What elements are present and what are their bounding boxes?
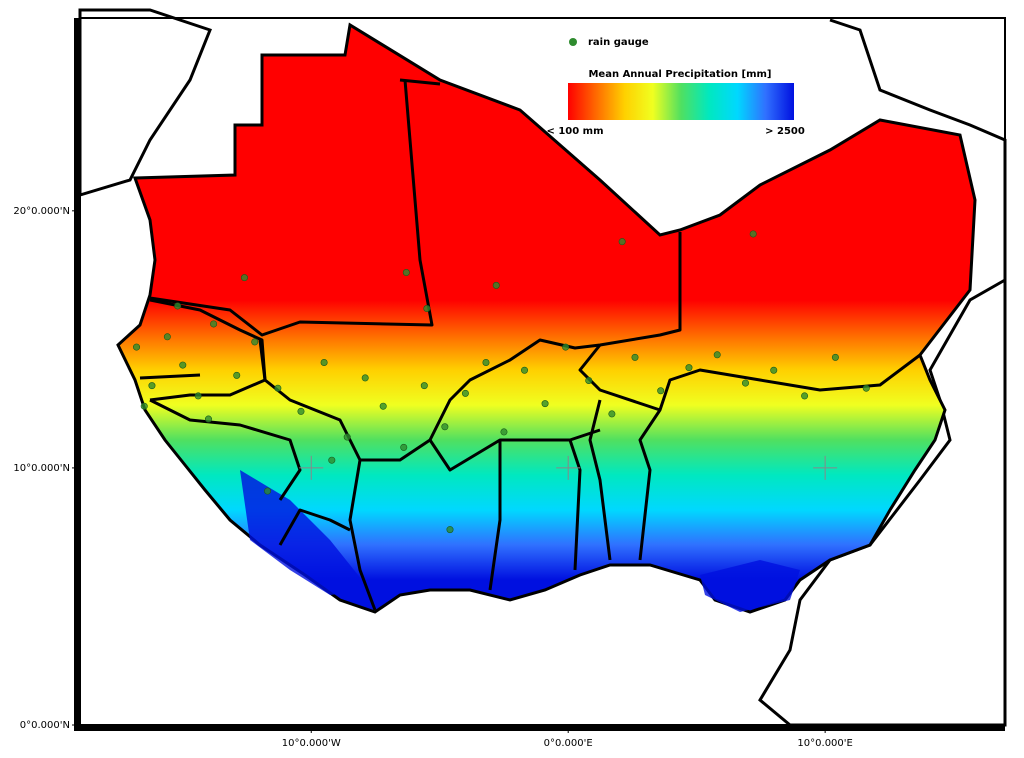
country-border xyxy=(149,79,434,337)
rain-gauge xyxy=(204,415,212,423)
rain-gauge xyxy=(608,410,616,418)
rain-gauge xyxy=(379,402,387,410)
graticule-cross xyxy=(556,455,581,480)
rain-gauge xyxy=(297,407,305,415)
rain-gauge xyxy=(446,526,454,534)
rain-gauge xyxy=(631,353,639,361)
rain-gauge xyxy=(420,382,428,390)
rain-gauge xyxy=(618,238,626,246)
y-tick-label: 0°0.000'N xyxy=(20,720,70,731)
rain-gauge xyxy=(801,392,809,400)
rain-gauge xyxy=(343,433,351,441)
frame-bar xyxy=(74,725,1005,731)
rain-gauge xyxy=(233,371,241,379)
graticule-cross xyxy=(813,455,838,480)
rain-gauge xyxy=(521,366,529,374)
rain-gauge xyxy=(461,389,469,397)
rain-gauge xyxy=(423,305,431,313)
rain-gauge xyxy=(328,456,336,464)
y-tick-label: 20°0.000'N xyxy=(13,206,70,217)
rain-gauge xyxy=(657,387,665,395)
rain-gauge xyxy=(749,230,757,238)
country-border xyxy=(278,344,921,611)
rain-gauge xyxy=(210,320,218,328)
rain-gauge xyxy=(770,366,778,374)
rain-gauge xyxy=(482,359,490,367)
rain-gauge xyxy=(148,382,156,390)
rain-gauge xyxy=(194,392,202,400)
legend-label: rain gauge xyxy=(588,37,649,48)
rain-gauge xyxy=(320,359,328,367)
rain-gauge xyxy=(541,400,549,408)
rain-gauge xyxy=(500,428,508,436)
x-tick-label: 0°0.000'E xyxy=(544,738,593,749)
colorbar-max-label: > 2500 xyxy=(765,126,805,137)
rain-gauge xyxy=(133,343,141,351)
wet-zone xyxy=(240,470,800,612)
rain-gauge xyxy=(441,423,449,431)
x-tick-label: 10°0.000'E xyxy=(797,738,852,749)
colorbar xyxy=(568,83,794,120)
frame-bar xyxy=(74,18,80,725)
rain-gauge xyxy=(400,443,408,451)
rain-gauge xyxy=(402,269,410,277)
rain-gauge xyxy=(862,384,870,392)
rain-gauge xyxy=(562,343,570,351)
y-tick-label: 10°0.000'N xyxy=(13,463,70,474)
graticule-cross xyxy=(299,455,324,480)
rain-gauge xyxy=(174,302,182,310)
colorbar-min-label: < 100 mm xyxy=(546,126,603,137)
rain-gauge xyxy=(274,384,282,392)
legend-marker xyxy=(569,38,577,46)
rain-gauge xyxy=(179,361,187,369)
rain-gauge xyxy=(361,374,369,382)
rain-gauge xyxy=(741,379,749,387)
rain-gauge xyxy=(240,274,248,282)
rain-gauge xyxy=(163,333,171,341)
x-tick-label: 10°0.000'W xyxy=(282,738,341,749)
rain-gauge xyxy=(140,402,148,410)
rain-gauge xyxy=(685,364,693,372)
colorbar-title: Mean Annual Precipitation [mm] xyxy=(588,69,771,80)
rain-gauge xyxy=(264,487,272,495)
rain-gauge xyxy=(713,351,721,359)
country-border xyxy=(258,78,682,462)
rain-gauge xyxy=(831,353,839,361)
rain-gauge xyxy=(251,338,259,346)
rain-gauge xyxy=(585,376,593,384)
rain-gauge xyxy=(492,281,500,289)
